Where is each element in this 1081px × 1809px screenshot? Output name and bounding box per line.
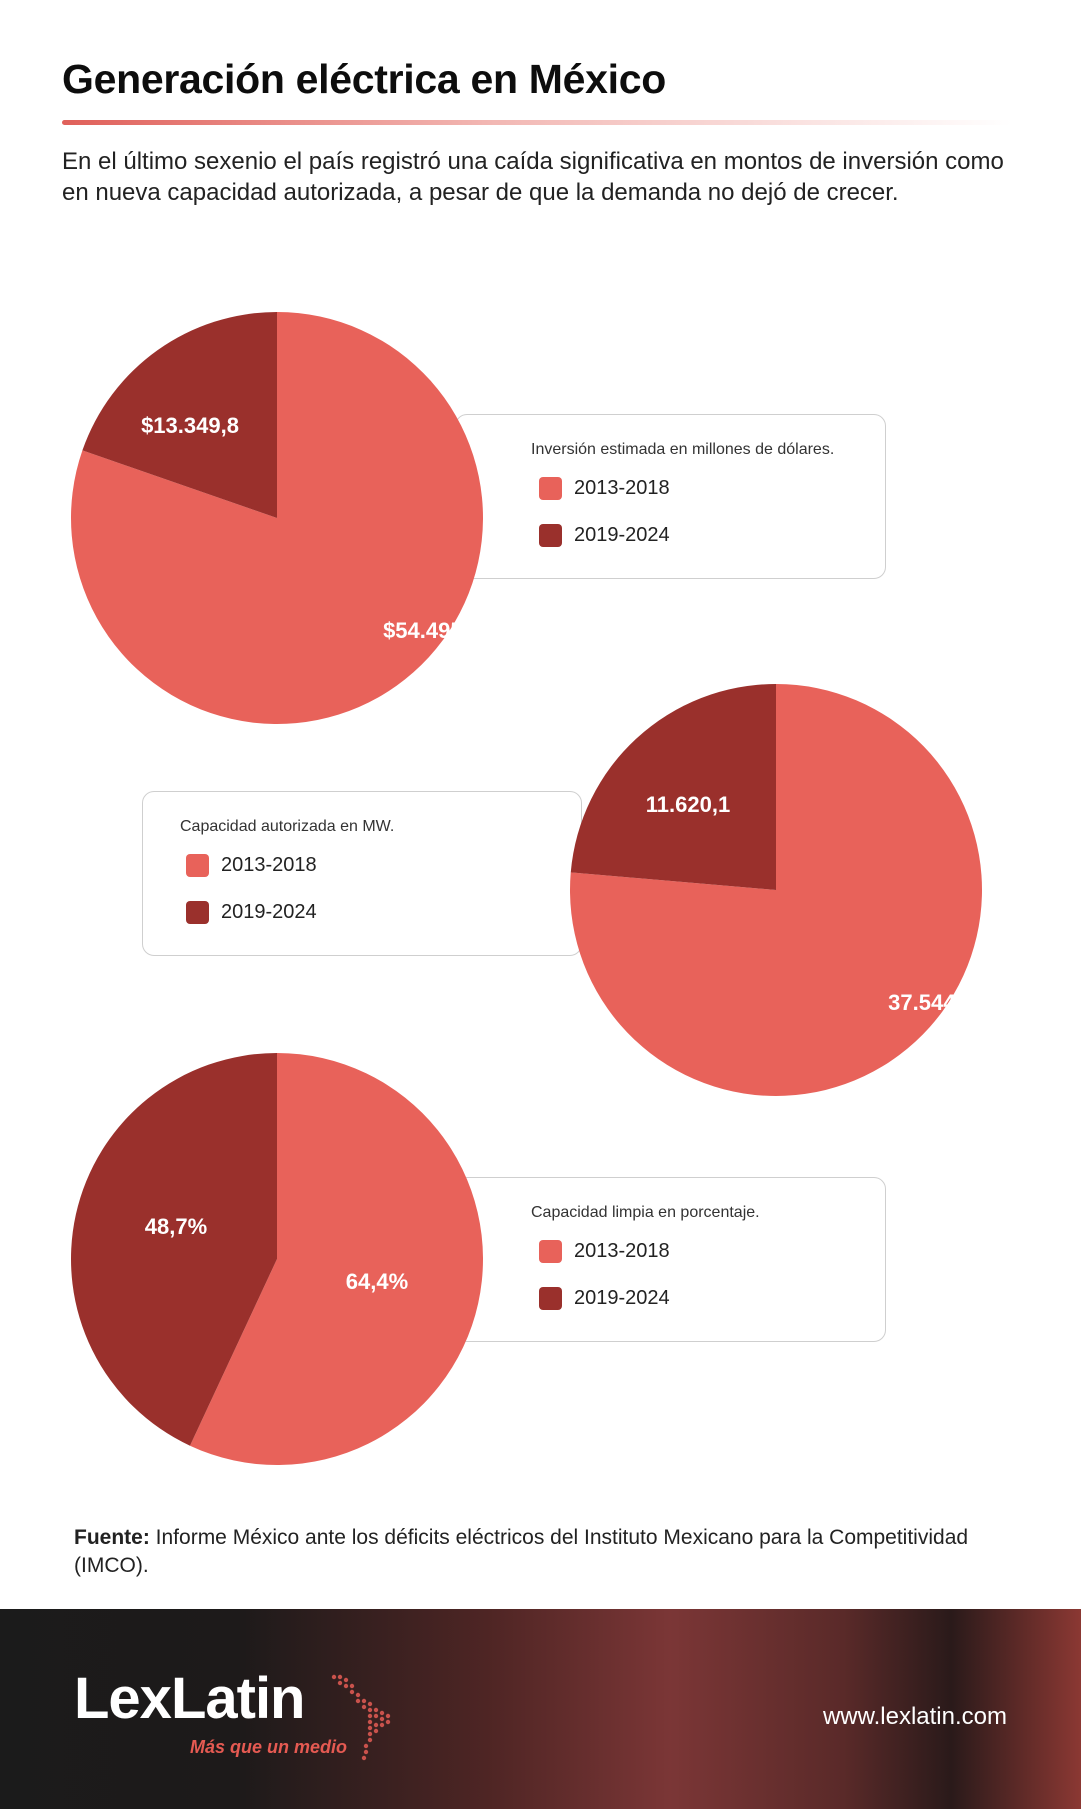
pie-slice-2013-2018 xyxy=(189,1053,483,1465)
swatch-2019-2024 xyxy=(186,901,209,924)
legend-label: 2013-2018 xyxy=(574,1240,670,1262)
pie-data-label-2019-2024: $13.349,8 xyxy=(141,413,239,438)
legend-item-2013-2018: 2013-2018 xyxy=(539,477,670,500)
pie-data-label-2013-2018: 64,4% xyxy=(346,1269,408,1294)
swatch-2019-2024 xyxy=(539,524,562,547)
swatch-2019-2024 xyxy=(539,1287,562,1310)
swatch-2013-2018 xyxy=(539,477,562,500)
pie-slice-2019-2024 xyxy=(82,312,277,518)
legend-item-2019-2024: 2019-2024 xyxy=(539,1287,670,1310)
legend-label: 2013-2018 xyxy=(221,854,317,876)
pie-data-label-2013-2018: $54.495,5 xyxy=(383,618,481,643)
legend-item-2013-2018: 2013-2018 xyxy=(539,1240,670,1263)
legend-label: 2019-2024 xyxy=(574,524,670,546)
legend-item-2019-2024: 2019-2024 xyxy=(539,524,670,547)
legend-item-2013-2018: 2013-2018 xyxy=(186,854,317,877)
footer-banner: LexLatin Más que un medio www.lexlatin.c… xyxy=(0,1609,1081,1809)
pie-slice-2019-2024 xyxy=(570,684,776,890)
lexlatin-logo: LexLatin xyxy=(74,1666,305,1731)
swatch-2013-2018 xyxy=(186,854,209,877)
swatch-2013-2018 xyxy=(539,1240,562,1263)
legend-title: Inversión estimada en millones de dólare… xyxy=(531,441,835,458)
page-title: Generación eléctrica en México xyxy=(62,56,666,102)
source-text: Informe México ante los déficits eléctri… xyxy=(74,1526,969,1577)
pie-slice-2019-2024 xyxy=(71,1053,277,1446)
legend-label: 2019-2024 xyxy=(221,901,317,923)
latin-america-map-icon xyxy=(331,1674,391,1761)
intro-text: En el último sexenio el país registró un… xyxy=(62,148,1004,206)
pie-chart-investment: $54.495,5 $13.349,8 xyxy=(71,312,484,724)
legend-label: 2013-2018 xyxy=(574,477,670,499)
pie-data-label-2013-2018: 37.544,4 xyxy=(888,990,974,1015)
pie-data-label-2019-2024: 11.620,1 xyxy=(646,792,730,817)
tagline: Más que un medio xyxy=(190,1737,348,1757)
website-link[interactable]: www.lexlatin.com xyxy=(822,1703,1007,1730)
legend-capacity: Capacidad autorizada en MW. 2013-2018 20… xyxy=(142,791,582,956)
source-note: Fuente: Informe México ante los déficits… xyxy=(74,1524,974,1580)
pie-chart-capacity: 37.544,4 11.620,1 xyxy=(570,684,982,1096)
pie-data-label-2019-2024: 48,7% xyxy=(145,1214,207,1239)
legend-title: Capacidad autorizada en MW. xyxy=(180,818,395,835)
legend-label: 2019-2024 xyxy=(574,1287,670,1309)
pie-slice-2013-2018 xyxy=(71,312,484,724)
legend-item-2019-2024: 2019-2024 xyxy=(186,901,317,924)
legend-title: Capacidad limpia en porcentaje. xyxy=(531,1204,760,1221)
pie-chart-clean-capacity: 64,4% 48,7% xyxy=(71,1053,483,1465)
legend-clean-capacity: Capacidad limpia en porcentaje. 2013-201… xyxy=(455,1177,886,1342)
source-label: Fuente: xyxy=(74,1526,150,1549)
title-underline xyxy=(62,120,1012,125)
legend-investment: Inversión estimada en millones de dólare… xyxy=(455,414,886,579)
